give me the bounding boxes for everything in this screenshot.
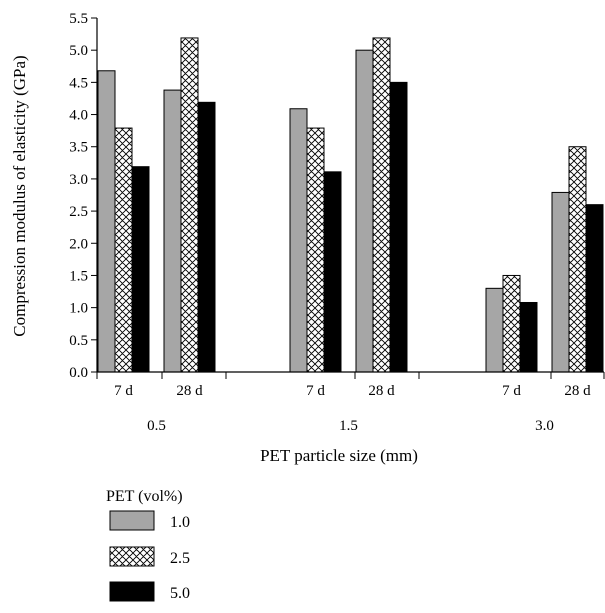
subgroup-tick-label: 28 d [368, 383, 395, 399]
y-tick-label: 2.5 [69, 204, 88, 220]
bar [519, 301, 538, 373]
y-tick-label: 5.5 [69, 11, 88, 27]
legend-swatch [109, 510, 155, 531]
group-tick-label: 1.5 [339, 418, 358, 434]
bar [502, 274, 521, 373]
legend-title: PET (vol%) [106, 488, 183, 505]
bar [180, 37, 199, 373]
y-tick-label: 1.0 [69, 301, 88, 317]
y-tick-label: 3.0 [69, 172, 88, 188]
legend-label: 2.5 [170, 550, 190, 567]
bar [163, 89, 182, 373]
y-tick-label: 4.5 [69, 75, 88, 91]
bar [97, 70, 116, 373]
y-tick-label: 0.0 [69, 365, 88, 381]
subgroup-tick-label: 28 d [176, 383, 203, 399]
legend: PET (vol%) 1.0 2.5 5.0 [106, 488, 190, 602]
y-tick-label: 3.5 [69, 140, 88, 156]
bar [323, 171, 342, 373]
bar [568, 146, 587, 373]
legend-swatch [109, 581, 155, 602]
bar [551, 191, 570, 373]
bar [197, 101, 216, 373]
subgroup-tick-label: 7 d [502, 383, 521, 399]
y-tick-label: 1.5 [69, 268, 88, 284]
y-tick-label: 4.0 [69, 108, 88, 124]
bar [389, 81, 408, 373]
subgroup-tick-label: 28 d [564, 383, 591, 399]
group-tick-label: 0.5 [147, 418, 166, 434]
y-axis-label: Compression modulus of elasticity (GPa) [10, 55, 29, 336]
bar [306, 127, 325, 373]
legend-label: 1.0 [170, 514, 190, 531]
bar [372, 37, 391, 373]
y-tick-label: 0.5 [69, 333, 88, 349]
bar [355, 49, 374, 373]
y-tick-label: 2.0 [69, 236, 88, 252]
bar [585, 204, 604, 373]
bar [114, 127, 133, 373]
legend-swatch [109, 546, 155, 567]
legend-label: 5.0 [170, 585, 190, 602]
bar [131, 166, 150, 373]
group-tick-label: 3.0 [535, 418, 554, 434]
subgroup-tick-label: 7 d [114, 383, 133, 399]
plot-area: 7 d 28 d 0.5 7 d 28 d 1.5 7 d 28 d 3.0 0.0 0.5 1.0 1… [69, 11, 605, 434]
y-tick-label: 5.0 [69, 43, 88, 59]
subgroup-tick-label: 7 d [306, 383, 325, 399]
x-axis-label: PET particle size (mm) [260, 446, 418, 465]
bar [485, 287, 504, 373]
bar [289, 108, 308, 373]
